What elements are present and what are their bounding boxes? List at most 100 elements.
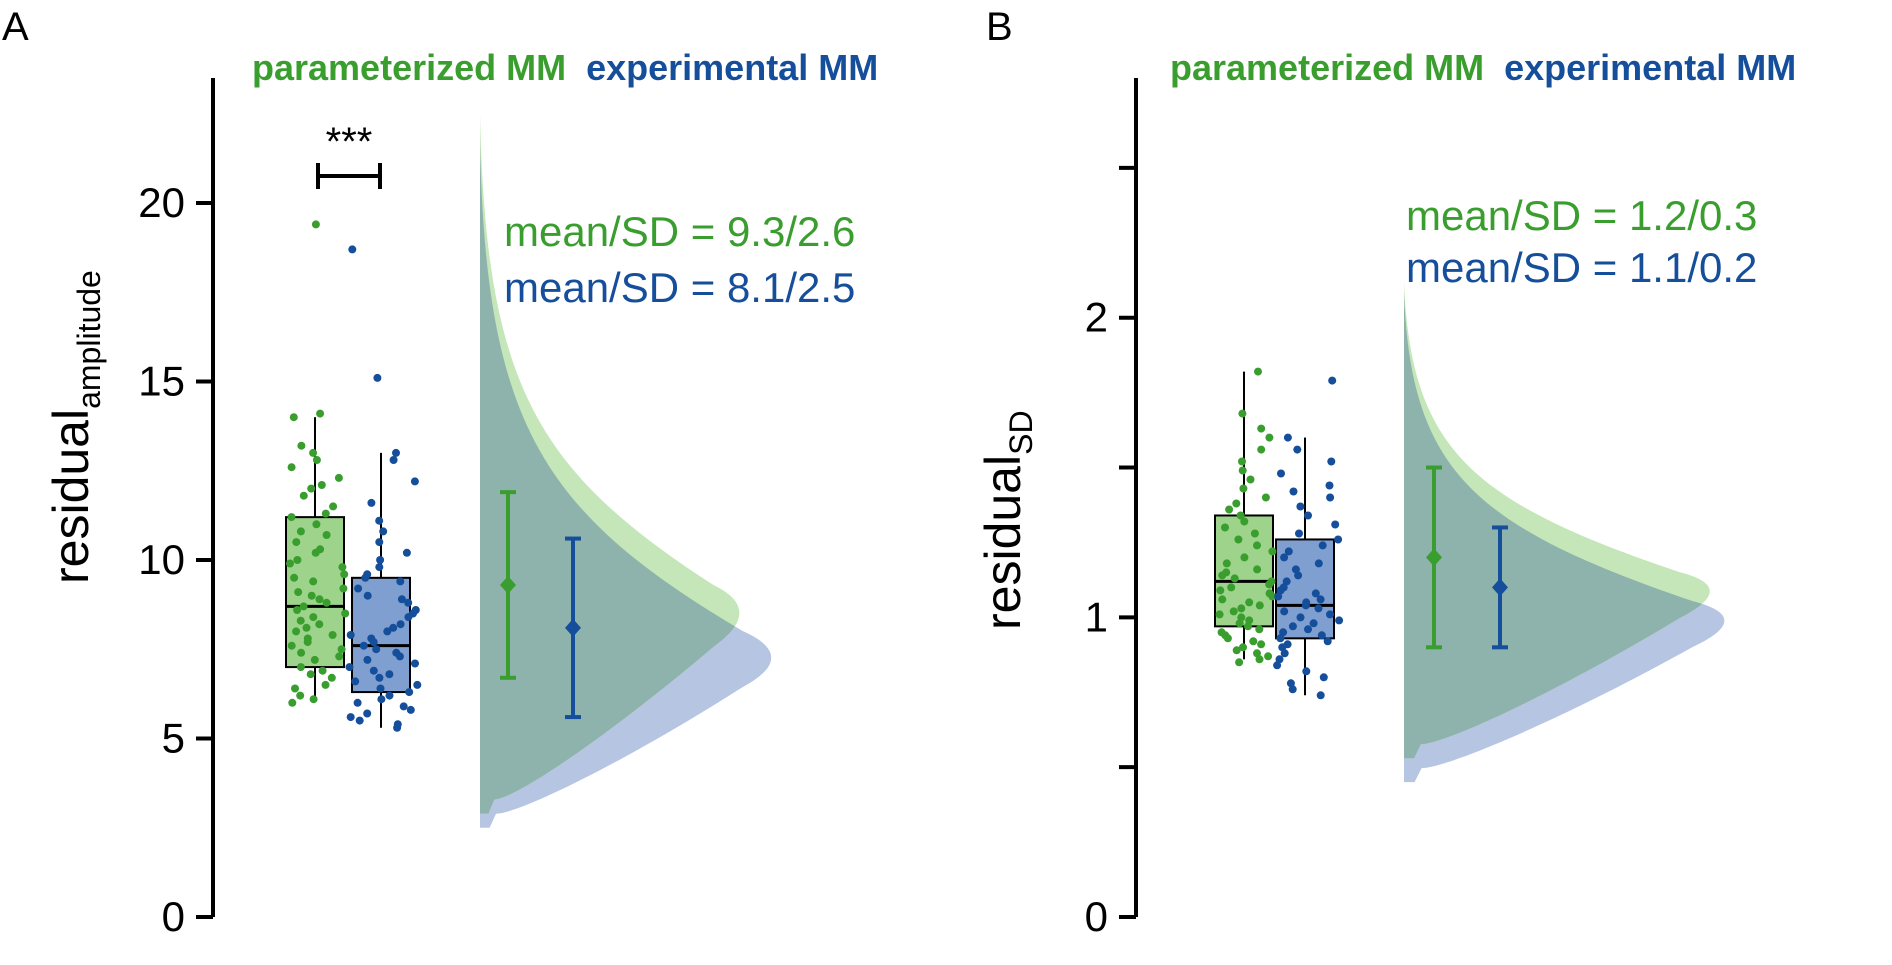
y-tick-label: 1 [1085,593,1108,640]
point-experimental [1286,679,1295,688]
point-parameterized [303,638,312,647]
point-experimental [377,695,386,704]
panel-a-mean-sd-bars [500,490,581,720]
point-parameterized [297,441,306,450]
point-parameterized [1223,634,1232,643]
point-parameterized [1218,595,1227,604]
mean-marker [565,618,581,637]
point-parameterized [1255,655,1264,664]
point-experimental [353,698,362,707]
panel-a-y-axis: 0 5 10 15 20 [138,78,215,940]
point-experimental [359,641,368,650]
point-experimental [375,516,384,525]
point-parameterized [328,631,337,639]
panel-a-label: A [2,5,29,49]
point-parameterized [1216,586,1225,595]
point-experimental [397,595,406,604]
point-experimental [1309,619,1318,628]
point-parameterized [309,613,318,622]
point-parameterized [1215,610,1224,619]
point-parameterized [309,695,318,704]
point-experimental [1296,613,1305,622]
panel-b-densities [1404,281,1725,783]
point-parameterized [297,648,306,657]
point-parameterized [329,502,338,511]
panel-b-y-label-main: residual [975,455,1031,630]
point-parameterized [322,598,331,607]
panel-b-summary-parameterized: mean/SD = 1.2/0.3 [1406,192,1757,239]
point-parameterized [339,584,348,593]
point-experimental [1288,685,1297,694]
point-parameterized [1253,565,1262,574]
point-experimental [1323,637,1332,646]
point-parameterized [1245,598,1254,607]
point-experimental [346,713,355,722]
point-parameterized [1222,559,1231,568]
point-parameterized [1238,409,1247,418]
point-experimental [1276,586,1285,595]
point-experimental [1291,565,1300,574]
point-parameterized [311,548,320,557]
point-experimental [411,659,419,668]
point-experimental [1278,643,1287,652]
point-experimental [1326,610,1334,619]
point-parameterized [1232,646,1241,655]
legend-parameterized-b: parameterized MM [1170,47,1484,88]
point-experimental [385,691,394,700]
point-experimental [1302,667,1311,676]
point-experimental [376,684,385,693]
density-overlap [1404,293,1710,759]
point-experimental [1314,559,1323,568]
point-parameterized [1227,583,1236,592]
point-parameterized [317,481,326,489]
panel-b: B parameterized MM experimental MM 0 1 2 r… [975,5,1796,940]
point-experimental [376,556,385,564]
point-parameterized [322,531,331,539]
panel-b-boxplots [1214,371,1335,696]
point-parameterized [1250,529,1259,538]
point-experimental [1335,616,1344,625]
point-parameterized [309,577,318,586]
point-parameterized [1261,493,1270,502]
panel-a-legend: parameterized MM experimental MM [252,47,878,88]
point-experimental [354,584,363,593]
point-parameterized [302,623,311,632]
point-experimental [1275,655,1284,664]
point-experimental [363,655,372,664]
point-experimental [383,627,392,636]
y-tick-label: 20 [138,179,185,226]
point-experimental [410,477,419,486]
point-parameterized [292,538,301,547]
point-parameterized [286,559,294,568]
point-experimental [385,670,394,679]
point-experimental [367,498,376,507]
point-experimental [1301,601,1310,610]
point-parameterized [1253,649,1261,658]
point-parameterized [1235,619,1244,628]
panel-a-significance: *** [316,120,382,189]
point-experimental [1280,649,1289,658]
point-parameterized [1239,484,1248,493]
point-parameterized [1268,592,1277,601]
significance-stars: *** [326,120,373,164]
point-experimental [348,245,357,254]
point-parameterized [318,666,327,675]
point-parameterized [299,602,308,611]
point-experimental [1276,634,1285,643]
panel-b-y-label-sub: SD [1003,410,1039,454]
point-experimental [1293,445,1302,454]
panel-b-label: B [986,5,1013,49]
point-parameterized [1240,517,1249,526]
panel-a-y-label-sub: amplitude [71,270,107,409]
point-parameterized [1264,652,1273,661]
point-parameterized [1255,601,1264,610]
point-parameterized [1230,574,1239,583]
y-tick-label: 0 [1085,893,1108,940]
point-parameterized [296,663,305,672]
point-experimental [395,652,404,661]
point-experimental [379,527,388,536]
point-experimental [1280,607,1289,616]
point-experimental [396,577,405,586]
point-experimental [1288,622,1297,631]
point-parameterized [307,484,316,493]
